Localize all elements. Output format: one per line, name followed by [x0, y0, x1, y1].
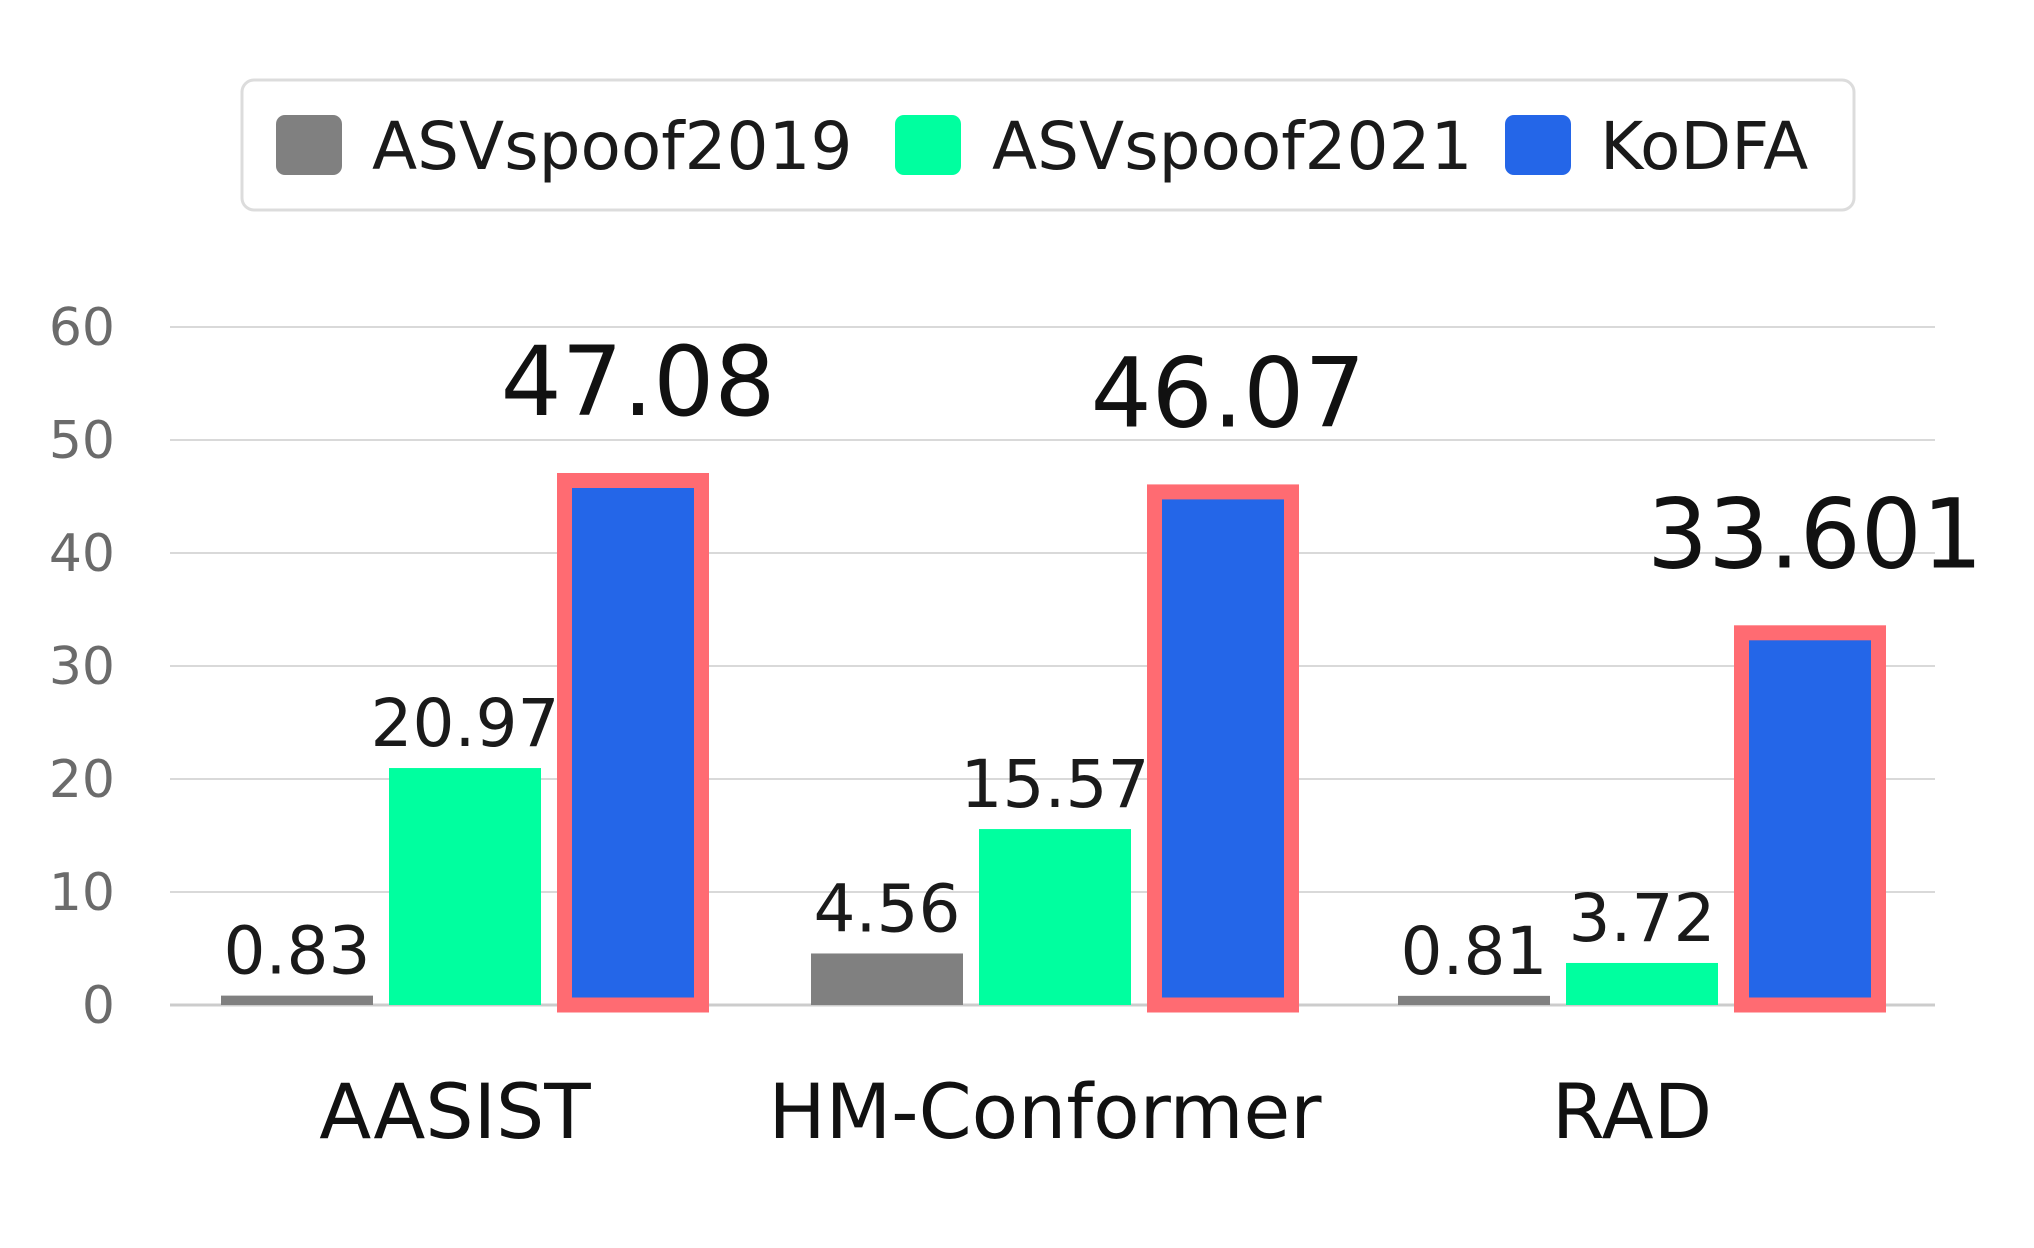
value-label-hm-conformer-asvspoof2021: 15.57: [961, 746, 1150, 823]
value-label-rad-asvspoof2021: 3.72: [1569, 880, 1716, 957]
value-label-hm-conformer-kodfa: 46.07: [1091, 337, 1366, 449]
y-tick-label-40: 40: [49, 524, 115, 584]
bar-aasist-kodfa: [557, 472, 709, 1013]
value-label-aasist-asvspoof2019: 0.83: [224, 913, 371, 990]
legend-box: [240, 78, 1856, 212]
legend: ASVspoof2019 ASVspoof2021 KoDFA: [240, 78, 1856, 212]
x-tick-label-hm-conformer: HM-Conformer: [768, 1067, 1322, 1156]
y-tick-label-60: 60: [49, 298, 115, 358]
bar-hm-conformer-asvspoof2019: [811, 953, 963, 1005]
x-tick-label-rad: RAD: [1552, 1067, 1712, 1156]
value-label-aasist-kodfa: 47.08: [501, 326, 776, 438]
legend-swatch-asvspoof2021: [895, 115, 961, 175]
y-tick-label-10: 10: [49, 863, 115, 923]
y-tick-label-50: 50: [49, 411, 115, 471]
y-tick-label-20: 20: [49, 750, 115, 810]
value-label-rad-asvspoof2019: 0.81: [1401, 913, 1548, 990]
bar-hm-conformer-kodfa: [1147, 484, 1299, 1013]
bar-aasist-asvspoof2021: [389, 768, 541, 1005]
legend-swatch-asvspoof2019: [276, 115, 342, 175]
legend-label-kodfa: KoDFA: [1600, 108, 1808, 185]
value-label-aasist-asvspoof2021: 20.97: [371, 685, 560, 762]
value-label-rad-kodfa: 33.601: [1647, 478, 1983, 590]
value-label-hm-conformer-asvspoof2019: 4.56: [814, 870, 961, 947]
y-tick-label-30: 30: [49, 637, 115, 697]
bar-aasist-asvspoof2019: [221, 995, 373, 1005]
bar-rad-asvspoof2019: [1398, 995, 1550, 1005]
legend-label-asvspoof2021: ASVspoof2021: [992, 108, 1472, 185]
bars: [221, 472, 1886, 1013]
bar-rad-kodfa: [1734, 625, 1886, 1013]
bar-rad-asvspoof2021: [1566, 962, 1718, 1005]
bar-hm-conformer-asvspoof2021: [979, 829, 1131, 1005]
legend-swatch-kodfa: [1505, 115, 1571, 175]
y-tick-label-0: 0: [82, 976, 115, 1036]
legend-label-asvspoof2019: ASVspoof2019: [372, 108, 852, 185]
x-tick-label-aasist: AASIST: [319, 1067, 591, 1156]
